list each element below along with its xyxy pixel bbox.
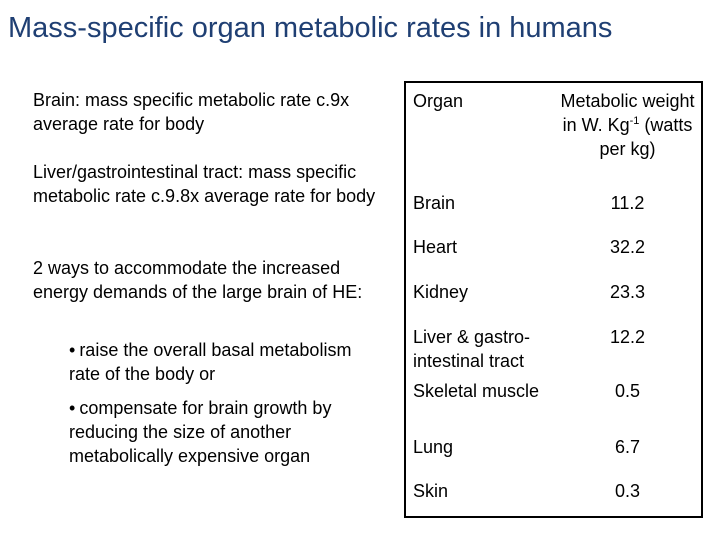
organ-cell: Skeletal muscle [413, 381, 540, 401]
bullet-item: • compensate for brain growth by reducing… [69, 396, 379, 468]
value-cell: 6.7 [614, 437, 641, 457]
page-title: Mass-specific organ metabolic rates in h… [8, 12, 613, 44]
organ-cell: Heart [413, 237, 458, 257]
value-cell: 11.2 [610, 193, 645, 213]
brain-rate-paragraph: Brain: mass specific metabolic rate c.9x… [33, 90, 350, 134]
bullet-item: • raise the overall basal metabolism rate… [69, 338, 369, 386]
metabolic-rate-table: Organ Metabolic weight in W. Kg-1 (watts… [404, 81, 703, 518]
value-cell: 32.2 [609, 237, 646, 257]
accommodation-paragraph: 2 ways to accommodate the increased ener… [33, 258, 363, 302]
value-cell: 12.2 [609, 327, 646, 347]
value-cell: 0.3 [614, 481, 641, 501]
organ-cell: Lung [413, 437, 454, 457]
organ-cell: Kidney [413, 282, 469, 302]
organ-cell: Liver & gastro-intestinal tract [413, 327, 531, 371]
liver-rate-paragraph: Liver/gastrointestinal tract: mass speci… [33, 162, 376, 206]
bullet-text: raise the overall basal metabolism rate … [69, 340, 352, 384]
organ-cell: Brain [413, 193, 456, 213]
bullet-icon: • [69, 340, 76, 360]
organ-cell: Skin [413, 481, 449, 501]
bullet-text: compensate for brain growth by reducing … [69, 398, 332, 466]
bullet-icon: • [69, 398, 76, 418]
value-cell: 23.3 [609, 282, 646, 302]
header-metabolic-weight: Metabolic weight in W. Kg-1 (watts per k… [560, 91, 695, 159]
value-cell: 0.5 [614, 381, 641, 401]
header-organ: Organ [413, 91, 464, 111]
